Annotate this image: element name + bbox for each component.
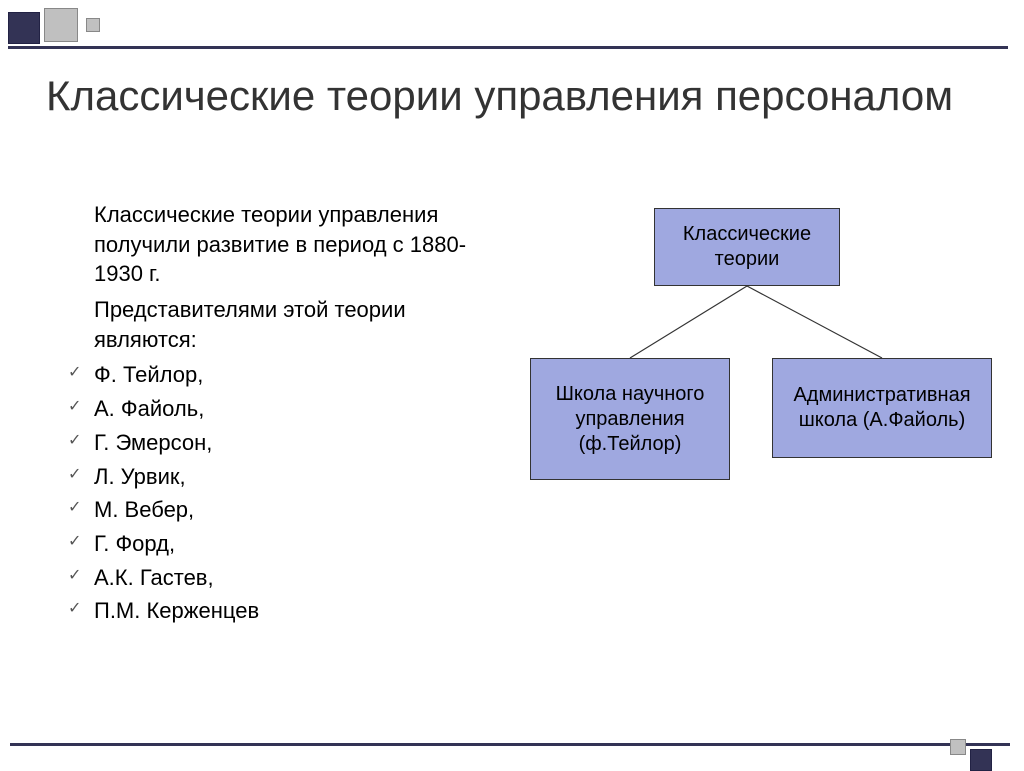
intro-para-1: Классические теории управления получили … [64,200,474,289]
decor-bar [8,46,1008,49]
list-item: П.М. Керженцев [64,596,474,626]
list-item: А. Файоль, [64,394,474,424]
list-item: А.К. Гастев, [64,563,474,593]
list-item: М. Вебер, [64,495,474,525]
decor-square [950,739,966,755]
diagram-node: Классические теории [654,208,840,286]
list-item: Г. Эмерсон, [64,428,474,458]
decor-bar [10,743,1010,746]
list-item: Ф. Тейлор, [64,360,474,390]
decor-square [970,749,992,771]
author-list: Ф. Тейлор, А. Файоль, Г. Эмерсон, Л. Урв… [64,360,474,626]
slide-body: Классические теории управления получили … [64,200,474,630]
decor-square [8,12,40,44]
diagram-node: Школа научного управления (ф.Тейлор) [530,358,730,480]
list-item: Г. Форд, [64,529,474,559]
diagram-edge [630,286,747,358]
diagram-container: Классические теории Школа научного управл… [510,200,1000,540]
list-item: Л. Урвик, [64,462,474,492]
diagram-edge [747,286,882,358]
diagram-node: Административная школа (А.Файоль) [772,358,992,458]
decor-square [86,18,100,32]
intro-para-2: Представителями этой теории являются: [64,295,474,354]
slide-title: Классические теории управления персонало… [46,72,953,120]
decor-square [44,8,78,42]
